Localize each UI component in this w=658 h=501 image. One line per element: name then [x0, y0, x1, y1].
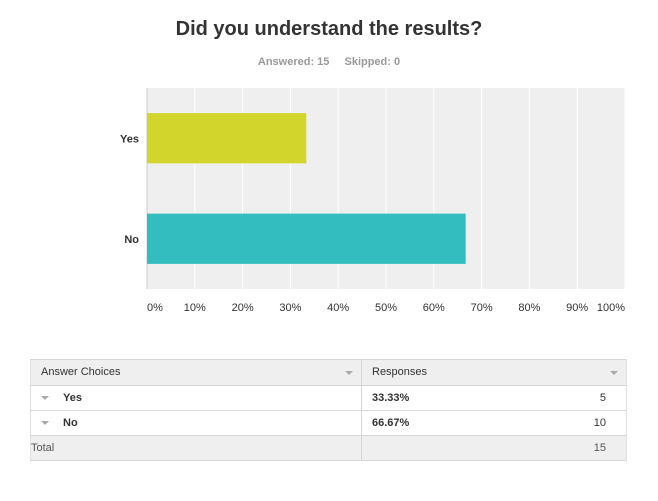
response-summary: Answered: 15 Skipped: 0: [0, 56, 658, 68]
total-label: Total: [30, 435, 362, 461]
header-answer-choices[interactable]: Answer Choices: [30, 359, 362, 386]
question-title: Did you understand the results?: [175, 18, 483, 40]
header-answer-choices-label: Answer Choices: [41, 366, 121, 378]
table-header-row: Answer Choices Responses: [30, 359, 627, 386]
bar-chart: Yes No 0% 10% 20% 30% 40% 50% 60% 70% 80% 90% 100%: [120, 88, 626, 314]
total-cell: 15: [361, 435, 627, 461]
table-row: No 66.67% 10: [30, 410, 627, 436]
header-responses[interactable]: Responses: [361, 359, 627, 386]
response-percent: 33.33%: [372, 392, 410, 404]
expand-caret-icon[interactable]: [41, 420, 49, 425]
skipped-count: Skipped: 0: [344, 56, 401, 68]
expand-caret-icon[interactable]: [41, 395, 49, 400]
response-count: 5: [599, 392, 606, 404]
category-label: No: [124, 234, 139, 246]
answer-choice-cell: No: [30, 410, 362, 436]
x-tick-label: 100%: [597, 302, 625, 314]
x-tick-label: 40%: [327, 302, 349, 314]
sort-caret-icon[interactable]: [610, 371, 618, 375]
response-count: 10: [593, 417, 606, 429]
answer-choice-cell: Yes: [30, 385, 362, 411]
answer-choice-label: Yes: [63, 392, 82, 404]
x-tick-label: 30%: [279, 302, 301, 314]
answer-choice-label: No: [63, 417, 78, 429]
category-label: Yes: [120, 133, 139, 145]
response-cell: 33.33% 5: [361, 385, 627, 411]
header-responses-label: Responses: [372, 366, 428, 378]
bar-no: [147, 213, 466, 264]
x-tick-label: 60%: [423, 302, 445, 314]
x-tick-label: 20%: [232, 302, 254, 314]
total-count: 15: [593, 442, 606, 454]
total-row: Total 15: [30, 435, 627, 461]
answered-count: Answered: 15: [257, 56, 330, 68]
x-tick-label: 10%: [184, 302, 206, 314]
x-tick-label: 70%: [471, 302, 493, 314]
x-tick-label: 90%: [566, 302, 588, 314]
responses-table: Answer Choices Responses Yes 33.33% 5 No: [30, 359, 627, 461]
bar-yes: [147, 113, 307, 164]
response-percent: 66.67%: [372, 417, 410, 429]
x-tick-label: 0%: [147, 302, 163, 314]
sort-caret-icon[interactable]: [345, 371, 353, 375]
table-row: Yes 33.33% 5: [30, 385, 627, 411]
x-tick-label: 50%: [375, 302, 397, 314]
x-tick-label: 80%: [518, 302, 540, 314]
response-cell: 66.67% 10: [361, 410, 627, 436]
